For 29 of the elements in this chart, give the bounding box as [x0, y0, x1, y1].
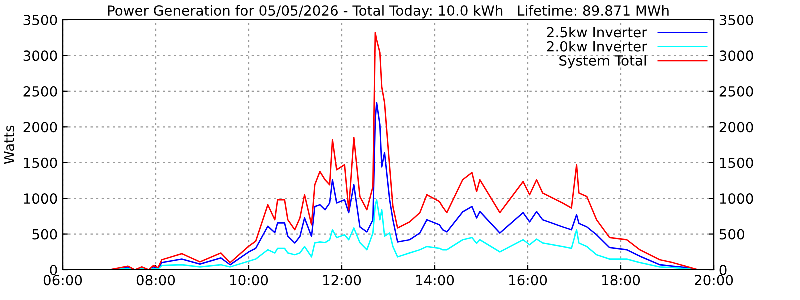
x-tick-label: 08:00 [136, 275, 176, 286]
x-tick-label: 06:00 [44, 275, 82, 286]
y-tick-label: 1500 [24, 158, 58, 168]
y-tick-label: 500 [32, 229, 58, 240]
y2-tick-label: 3000 [720, 50, 754, 62]
y2-tick-label: 500 [720, 229, 744, 240]
y-tick-label: 3500 [24, 14, 58, 26]
legend-label: System Total [560, 55, 646, 69]
x-tick-label: 12:00 [324, 275, 362, 286]
y2-tick-label: 0 [720, 264, 727, 276]
legend-label: 2.5kw Inverter [547, 26, 648, 38]
y2-tick-label: 1500 [720, 158, 754, 168]
y2-tick-label: 2000 [720, 122, 754, 133]
legend-label: 2.0kw Inverter [547, 41, 648, 52]
y2-tick-label: 1000 [720, 194, 754, 204]
y2-tick-label: 2500 [720, 86, 754, 97]
chart-title: Power Generation for 05/05/2026 - Total Today: 10.0 kWh Lifetime: 89.871 MWh [108, 5, 669, 19]
y-tick-label: 0 [50, 264, 58, 276]
y-axis-title: Watts [4, 126, 15, 164]
x-tick-label: 16:00 [510, 275, 548, 286]
y2-tick-label: 3500 [720, 14, 754, 26]
y-tick-label: 1000 [24, 194, 58, 204]
x-tick-label: 18:00 [602, 275, 640, 286]
x-tick-label: 14:00 [416, 275, 454, 286]
y-tick-label: 2500 [24, 86, 58, 97]
y-tick-label: 2000 [24, 122, 58, 133]
x-tick-label: 20:00 [695, 275, 734, 286]
x-tick-label: 10:00 [230, 275, 268, 286]
y-tick-label: 3000 [24, 50, 58, 62]
